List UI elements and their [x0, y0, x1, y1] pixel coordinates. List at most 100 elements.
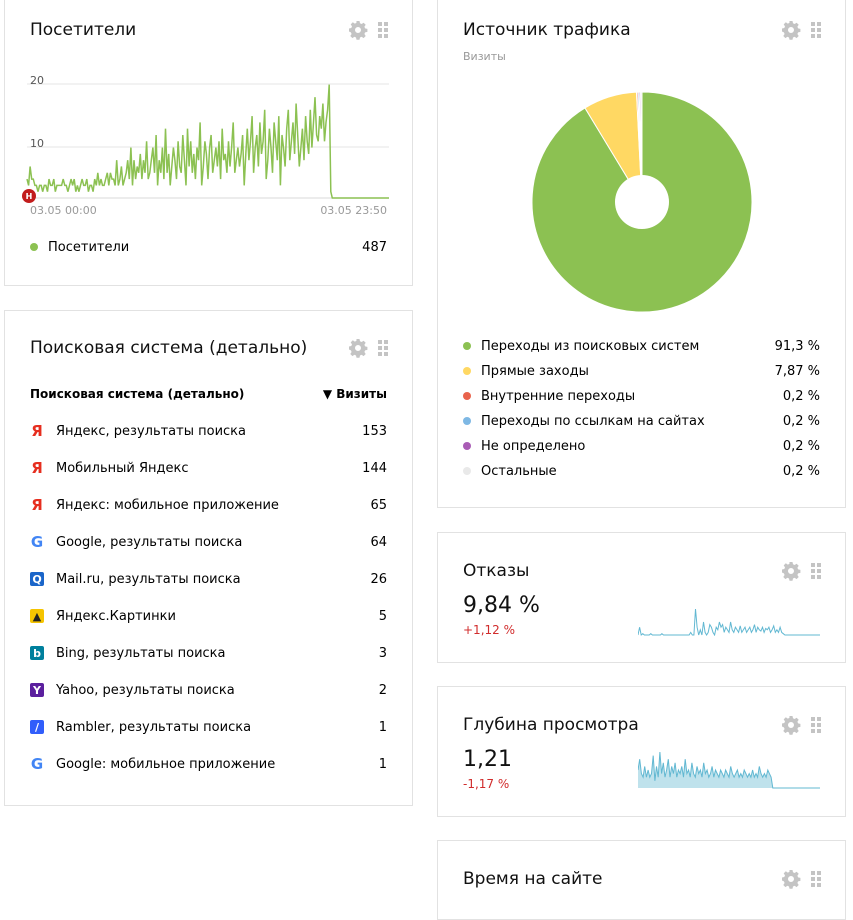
legend-label: Переходы из поисковых систем: [481, 338, 700, 354]
visitors-legend[interactable]: Посетители 487: [30, 236, 387, 258]
table-row[interactable]: Я Мобильный Яндекс 144: [30, 457, 387, 479]
x-tick-end: 03.05 23:50: [320, 204, 387, 217]
visitors-tools: [348, 20, 388, 40]
row-value: 65: [370, 497, 387, 513]
bounces-card: Отказы 9,84 % +1,12 %: [437, 532, 846, 663]
time-tools: [781, 869, 821, 889]
row-label: Google, результаты поиска: [56, 534, 243, 550]
table-row[interactable]: G Google: мобильное приложение 1: [30, 753, 387, 775]
traffic-legend-item[interactable]: Остальные 0,2 %: [463, 460, 820, 482]
row-value: 26: [370, 571, 387, 587]
visitors-series-line: [26, 84, 389, 199]
column-name-header[interactable]: Поисковая система (детально): [30, 387, 245, 401]
legend-dot: [463, 417, 471, 425]
table-row[interactable]: Я Яндекс, результаты поиска 153: [30, 420, 387, 442]
depth-value: 1,21: [463, 747, 512, 772]
gear-icon[interactable]: [781, 869, 801, 889]
visitors-chart: [26, 83, 389, 199]
row-label: Mail.ru, результаты поиска: [56, 571, 241, 587]
column-visits-header[interactable]: ▼ Визиты: [322, 387, 387, 401]
drag-handle-icon[interactable]: [811, 22, 821, 38]
drag-handle-icon[interactable]: [378, 22, 388, 38]
gear-icon[interactable]: [348, 20, 368, 40]
y-tick-20: 20: [30, 74, 44, 87]
gear-icon[interactable]: [348, 338, 368, 358]
table-header: Поисковая система (детально) ▼ Визиты: [30, 383, 387, 405]
gear-icon[interactable]: [781, 561, 801, 581]
bounces-tools: [781, 561, 821, 581]
row-label: Мобильный Яндекс: [56, 460, 189, 476]
legend-label: Переходы по ссылкам на сайтах: [481, 413, 705, 429]
traffic-legend-item[interactable]: Прямые заходы 7,87 %: [463, 360, 820, 382]
depth-card: Глубина просмотра 1,21 -1,17 %: [437, 686, 846, 817]
traffic-tools: [781, 20, 821, 40]
mailru-icon: Q: [30, 572, 44, 586]
row-label: Яндекс.Картинки: [56, 608, 176, 624]
row-value: 1: [378, 719, 387, 735]
yandex-icon: Я: [31, 459, 43, 477]
legend-value: 487: [362, 239, 387, 255]
bounces-title: Отказы: [463, 561, 530, 581]
traffic-legend-item[interactable]: Не определено 0,2 %: [463, 435, 820, 457]
yandex-icon: Я: [31, 422, 43, 440]
table-row[interactable]: Y Yahoo, результаты поиска 2: [30, 679, 387, 701]
row-value: 5: [378, 608, 387, 624]
bing-icon: b: [30, 646, 44, 660]
table-row[interactable]: G Google, результаты поиска 64: [30, 531, 387, 553]
legend-dot: [30, 243, 38, 251]
search-engines-title: Поисковая система (детально): [30, 338, 308, 358]
legend-dot: [463, 367, 471, 375]
row-value: 144: [362, 460, 387, 476]
visitors-card: Посетители 20 10 Н 03.05 00:00 03.05 23:…: [4, 0, 413, 286]
legend-label: Прямые заходы: [481, 363, 589, 379]
table-row[interactable]: ▲ Яндекс.Картинки 5: [30, 605, 387, 627]
traffic-subtitle: Визиты: [463, 50, 506, 63]
search-engines-card: Поисковая система (детально) Поисковая с…: [4, 310, 413, 806]
table-row[interactable]: b Bing, результаты поиска 3: [30, 642, 387, 664]
legend-dot: [463, 392, 471, 400]
drag-handle-icon[interactable]: [811, 563, 821, 579]
traffic-legend-item[interactable]: Переходы по ссылкам на сайтах 0,2 %: [463, 410, 820, 432]
yandex-images-icon: ▲: [30, 609, 44, 623]
row-label: Bing, результаты поиска: [56, 645, 226, 661]
gear-icon[interactable]: [781, 20, 801, 40]
gear-icon[interactable]: [781, 715, 801, 735]
google-icon: G: [30, 533, 44, 551]
search-tools: [348, 338, 388, 358]
legend-dot: [463, 442, 471, 450]
row-value: 153: [362, 423, 387, 439]
drag-handle-icon[interactable]: [378, 340, 388, 356]
bounces-value: 9,84 %: [463, 593, 540, 618]
traffic-source-card: Источник трафика Визиты Переходы из поис…: [437, 0, 846, 508]
bounces-delta: +1,12 %: [463, 623, 515, 637]
traffic-legend-item[interactable]: Переходы из поисковых систем 91,3 %: [463, 335, 820, 357]
legend-label: Внутренние переходы: [481, 388, 636, 404]
legend-dot: [463, 342, 471, 350]
sparkline-area: [638, 752, 820, 788]
google-icon: G: [30, 755, 44, 773]
depth-sparkline: [638, 751, 820, 789]
row-value: 3: [378, 645, 387, 661]
traffic-pie-chart: [531, 91, 753, 313]
traffic-legend-item[interactable]: Внутренние переходы 0,2 %: [463, 385, 820, 407]
row-label: Yahoo, результаты поиска: [56, 682, 235, 698]
table-row[interactable]: Q Mail.ru, результаты поиска 26: [30, 568, 387, 590]
table-row[interactable]: / Rambler, результаты поиска 1: [30, 716, 387, 738]
legend-value: 0,2 %: [782, 463, 820, 479]
legend-label: Не определено: [481, 438, 586, 454]
rambler-icon: /: [30, 720, 44, 734]
legend-dot: [463, 467, 471, 475]
row-label: Яндекс: мобильное приложение: [56, 497, 279, 513]
visitors-title: Посетители: [30, 20, 137, 40]
drag-handle-icon[interactable]: [811, 871, 821, 887]
sparkline-line: [638, 608, 820, 636]
legend-value: 0,2 %: [782, 438, 820, 454]
drag-handle-icon[interactable]: [811, 717, 821, 733]
holiday-marker[interactable]: Н: [22, 189, 36, 203]
time-title: Время на сайте: [463, 869, 603, 889]
holiday-marker-label: Н: [25, 191, 33, 201]
x-tick-start: 03.05 00:00: [30, 204, 97, 217]
table-row[interactable]: Я Яндекс: мобильное приложение 65: [30, 494, 387, 516]
depth-title: Глубина просмотра: [463, 715, 639, 735]
row-label: Google: мобильное приложение: [56, 756, 276, 772]
